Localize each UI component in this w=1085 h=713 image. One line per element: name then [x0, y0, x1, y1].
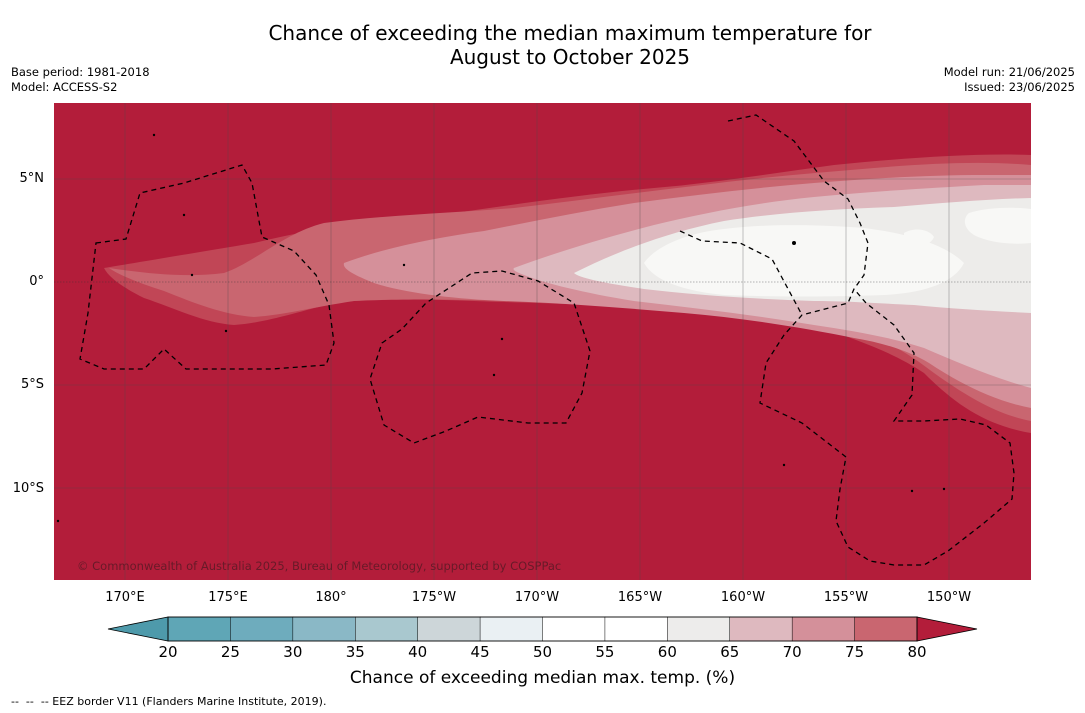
lon-label-160w: 160°W — [720, 590, 766, 605]
colorbar-cell — [729, 616, 793, 642]
colorbar-cell — [230, 616, 294, 642]
eez-borders — [79, 114, 1015, 566]
lat-label-5n: 5°N — [19, 171, 45, 186]
colorbar-tick-label: 65 — [720, 643, 740, 661]
colorbar-tick-label: 60 — [657, 643, 677, 661]
colorbar-over-arrow — [917, 617, 977, 641]
lon-label-165w: 165°W — [617, 590, 663, 605]
meta-right: Model run: 21/06/2025 Issued: 23/06/2025 — [944, 65, 1075, 95]
title-line-2: August to October 2025 — [449, 45, 691, 69]
lon-label-170e: 170°E — [105, 590, 145, 605]
lon-label-155w: 155°W — [823, 590, 869, 605]
colorbar-cell — [791, 616, 856, 642]
colorbar-tick-label: 30 — [283, 643, 303, 661]
lat-label-10s: 10°S — [12, 481, 44, 496]
colorbar-cell — [355, 616, 419, 642]
colorbar-cell — [417, 616, 481, 642]
map-panel — [54, 103, 1031, 580]
band-50-55-east — [964, 207, 1031, 244]
eez-tuvalu-tokelau — [369, 270, 591, 444]
lon-label-175w: 175°W — [411, 590, 457, 605]
colorbar-tick-label: 45 — [470, 643, 490, 661]
lon-label-170w: 170°W — [514, 590, 560, 605]
colorbar-tick-label: 75 — [845, 643, 865, 661]
eez-kiribati-gilbert — [79, 164, 335, 370]
colorbar-outline — [167, 616, 918, 642]
colorbar-cell — [479, 616, 544, 642]
lon-label-150w: 150°W — [926, 590, 972, 605]
colorbar-tick-label: 35 — [345, 643, 365, 661]
colorbar-tick-label: 25 — [220, 643, 240, 661]
colorbar-cell — [604, 616, 669, 642]
colorbar-tick-label: 20 — [158, 643, 178, 661]
colorbar-tick-label: 80 — [907, 643, 927, 661]
colorbar-cell — [854, 616, 918, 642]
eez-kiribati-central — [679, 230, 803, 316]
band-50-55-spot — [904, 229, 934, 247]
colorbar-cell — [167, 616, 232, 642]
colorbar-cell — [542, 616, 606, 642]
lon-label-180: 180° — [315, 590, 347, 605]
base-period: Base period: 1981-2018 — [11, 65, 150, 79]
meta-left: Base period: 1981-2018 Model: ACCESS-S2 — [11, 65, 150, 95]
copyright-notice: © Commonwealth of Australia 2025, Bureau… — [77, 559, 562, 573]
eez-footnote: -- -- -- EEZ border V11 (Flanders Marine… — [11, 695, 327, 708]
colorbar-cell — [292, 616, 357, 642]
colorbar-tick-label: 70 — [782, 643, 802, 661]
lat-label-0: 0° — [29, 274, 44, 289]
band-50-55 — [644, 225, 964, 297]
colorbar-tick-label: 55 — [595, 643, 615, 661]
eez-line-islands — [727, 114, 1015, 566]
colorbar-cell — [667, 616, 731, 642]
colorbar-label: Chance of exceeding median max. temp. (%… — [349, 668, 736, 688]
title-line-1: Chance of exceeding the median maximum t… — [268, 21, 872, 45]
grid-lines — [54, 103, 1031, 580]
lat-label-5s: 5°S — [20, 377, 44, 392]
colorbar-tick-label: 40 — [408, 643, 428, 661]
map-svg — [54, 103, 1031, 580]
island-dots — [56, 133, 946, 523]
colorbar-under-arrow — [108, 617, 168, 641]
model-name: Model: ACCESS-S2 — [11, 80, 118, 94]
map-title: Chance of exceeding the median maximum t… — [0, 21, 1085, 69]
issued-date: Issued: 23/06/2025 — [964, 80, 1075, 94]
lon-label-175e: 175°E — [208, 590, 248, 605]
colorbar-tick-label: 50 — [532, 643, 553, 661]
model-run: Model run: 21/06/2025 — [943, 65, 1075, 79]
